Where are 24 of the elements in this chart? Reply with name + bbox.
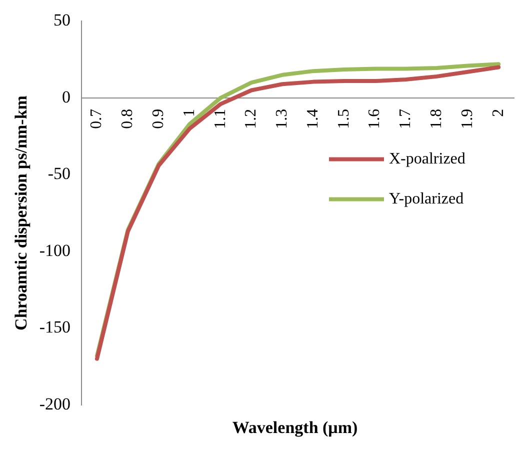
y-tick-label: 0 [62, 87, 71, 106]
legend-label: X-poalrized [389, 150, 466, 168]
y-tick-label: 50 [54, 10, 71, 30]
x-tick-label: 1.1 [212, 108, 229, 129]
x-tick-label: 1.8 [428, 108, 445, 129]
x-tick-label: 0.7 [88, 108, 106, 129]
x-tick-label: 1.3 [274, 108, 291, 129]
y-tick-label: -50 [48, 164, 71, 184]
x-tick-label: 1 [180, 108, 198, 117]
legend-label: Y-polarized [389, 190, 464, 208]
x-tick-label: 0.9 [150, 108, 167, 129]
x-tick-label: 1.7 [397, 108, 414, 129]
x-tick-label: 1.6 [366, 108, 384, 129]
x-tick-label: 1.9 [458, 108, 476, 129]
y-tick-label: -150 [39, 318, 71, 337]
x-tick-label: 1.5 [335, 108, 352, 129]
x-tick-label: 2 [490, 108, 507, 117]
y-axis-title: Chroamtic dispersion ps/nm-km [12, 96, 31, 330]
x-tick-label: 0.8 [119, 108, 136, 129]
y-tick-label: -100 [39, 240, 71, 260]
x-tick-label: 1.2 [242, 108, 260, 129]
x-axis-title: Wavelength (μm) [231, 418, 359, 438]
y-tick-label: -200 [39, 394, 71, 414]
x-tick-label: 1.4 [304, 108, 322, 129]
